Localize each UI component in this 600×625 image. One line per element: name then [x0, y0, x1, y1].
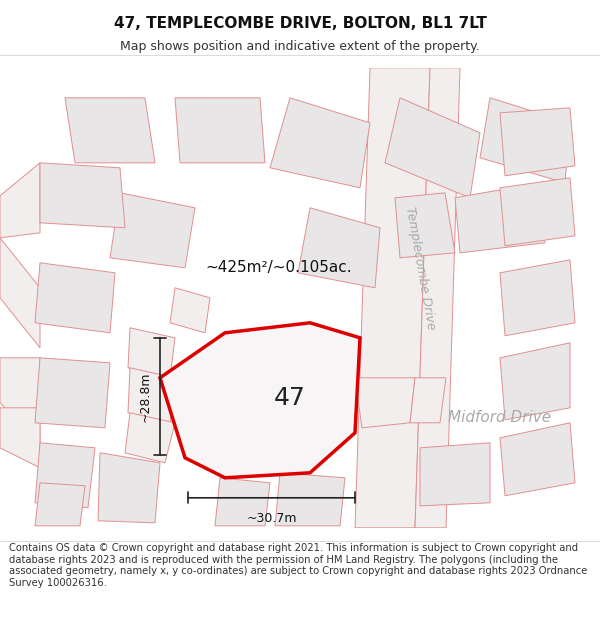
- Polygon shape: [500, 107, 575, 176]
- Polygon shape: [0, 238, 40, 348]
- Polygon shape: [0, 162, 40, 238]
- Polygon shape: [35, 262, 115, 332]
- Polygon shape: [455, 182, 545, 253]
- Polygon shape: [385, 98, 480, 198]
- Text: Contains OS data © Crown copyright and database right 2021. This information is : Contains OS data © Crown copyright and d…: [9, 543, 587, 588]
- Polygon shape: [65, 98, 155, 162]
- Polygon shape: [0, 357, 40, 442]
- Polygon shape: [125, 412, 175, 462]
- Polygon shape: [355, 68, 430, 528]
- Polygon shape: [500, 342, 570, 420]
- Polygon shape: [35, 442, 95, 508]
- Polygon shape: [98, 452, 160, 522]
- Polygon shape: [480, 98, 570, 182]
- Polygon shape: [128, 328, 175, 378]
- Text: ~30.7m: ~30.7m: [246, 512, 297, 525]
- Polygon shape: [500, 422, 575, 496]
- Polygon shape: [35, 357, 110, 428]
- Text: Midford Drive: Midford Drive: [448, 410, 551, 425]
- Polygon shape: [110, 192, 195, 268]
- Text: ~425m²/~0.105ac.: ~425m²/~0.105ac.: [205, 260, 352, 275]
- Polygon shape: [40, 162, 125, 228]
- Polygon shape: [500, 177, 575, 246]
- Polygon shape: [35, 482, 85, 526]
- Text: Map shows position and indicative extent of the property.: Map shows position and indicative extent…: [120, 39, 480, 52]
- Polygon shape: [270, 98, 370, 188]
- Polygon shape: [298, 208, 380, 288]
- Polygon shape: [128, 368, 175, 423]
- Polygon shape: [500, 260, 575, 336]
- Polygon shape: [420, 442, 490, 506]
- Text: 47: 47: [274, 386, 306, 410]
- Polygon shape: [410, 378, 446, 423]
- Polygon shape: [275, 472, 345, 526]
- Text: Templecombe Drive: Templecombe Drive: [403, 205, 437, 331]
- Polygon shape: [160, 322, 360, 478]
- Polygon shape: [170, 288, 210, 332]
- Polygon shape: [0, 408, 40, 468]
- Polygon shape: [215, 478, 270, 526]
- Polygon shape: [175, 98, 265, 162]
- Text: ~28.8m: ~28.8m: [139, 371, 152, 421]
- Polygon shape: [395, 192, 455, 258]
- Polygon shape: [415, 68, 460, 528]
- Polygon shape: [355, 378, 415, 428]
- Text: 47, TEMPLECOMBE DRIVE, BOLTON, BL1 7LT: 47, TEMPLECOMBE DRIVE, BOLTON, BL1 7LT: [113, 16, 487, 31]
